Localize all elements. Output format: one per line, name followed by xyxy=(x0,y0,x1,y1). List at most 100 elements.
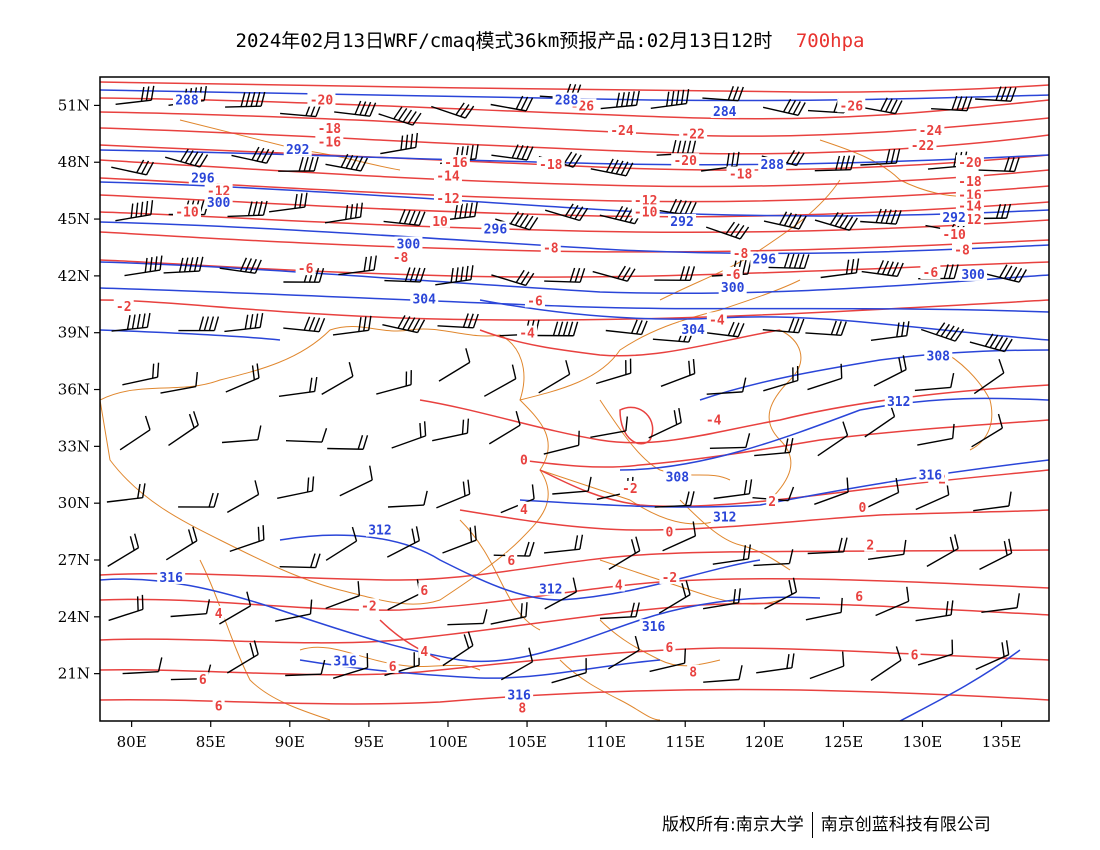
contour-label-bg xyxy=(955,155,984,170)
temperature-label: -8 xyxy=(543,241,559,256)
lon-tick-label: 100E xyxy=(428,733,468,751)
lon-tick-label: 110E xyxy=(586,733,626,751)
contour-label-bg xyxy=(955,187,984,202)
lat-tick-label: 36N xyxy=(58,381,90,399)
wind-barb xyxy=(225,363,260,393)
wind-barb xyxy=(321,362,354,396)
contour-label-bg xyxy=(955,174,984,189)
wind-barb xyxy=(178,492,219,508)
latitude-axis: 51N 48N 45N 42N 39N 36N 33N 30N 27N 24N 21N xyxy=(58,96,100,683)
temperature-label: -20 xyxy=(310,94,334,109)
wind-barb xyxy=(488,410,521,445)
contour-label-bg xyxy=(663,524,676,539)
contour-label-bg xyxy=(940,210,969,225)
temperature-label: 6 xyxy=(420,584,428,599)
wind-barb xyxy=(447,609,488,626)
temperature-label: 6 xyxy=(215,700,223,715)
wind-barb xyxy=(920,322,965,342)
lat-tick-label: 51N xyxy=(58,96,90,114)
wind-barb xyxy=(915,600,954,622)
temperature-label: -6 xyxy=(527,294,543,309)
wind-barb xyxy=(608,635,640,670)
wind-barb xyxy=(590,158,634,177)
wind-barb xyxy=(339,465,373,497)
wind-barb xyxy=(861,260,904,278)
wind-barb xyxy=(115,85,155,105)
temperature-label: 8 xyxy=(689,666,697,681)
contour-label-bg xyxy=(940,227,969,242)
wind-barb xyxy=(590,416,629,438)
wind-barb xyxy=(984,264,1027,283)
wind-barb xyxy=(387,579,421,611)
wind-barb xyxy=(219,257,262,274)
temperature-label: -20 xyxy=(958,156,982,171)
contour-label-bg xyxy=(750,251,779,266)
lat-tick-label: 27N xyxy=(58,551,90,569)
wind-barb xyxy=(537,321,579,337)
contour-label-bg xyxy=(196,672,209,687)
wind-barb xyxy=(229,525,265,553)
temperature-label: -26 xyxy=(840,99,864,114)
contour-label-bg xyxy=(394,236,423,251)
wind-barb xyxy=(706,377,747,395)
wind-barb xyxy=(231,146,275,164)
contour-label-bg xyxy=(516,700,529,715)
wind-barb xyxy=(160,372,199,394)
contour-label-bg xyxy=(908,138,937,153)
wind-barb xyxy=(483,364,517,397)
contour-label-bg xyxy=(517,501,530,516)
height-label: 292 xyxy=(942,211,965,226)
wind-barb xyxy=(490,95,534,112)
temperature-label: -8 xyxy=(393,251,409,266)
wind-barb xyxy=(762,317,805,334)
pressure-level: 700hpa xyxy=(795,30,865,52)
wind-barb xyxy=(119,415,151,451)
height-label: 292 xyxy=(286,143,309,158)
temperature-label: 4 xyxy=(520,503,528,518)
temperature-label: -22 xyxy=(681,128,704,143)
contour-label-bg xyxy=(722,266,743,281)
contour-label-bg xyxy=(916,122,945,137)
contour-label-bg xyxy=(536,581,565,596)
wind-barb xyxy=(278,156,319,172)
wind-barb xyxy=(224,312,264,333)
wind-barb xyxy=(859,97,903,115)
wind-barb xyxy=(285,659,326,677)
wind-barb xyxy=(163,256,204,274)
contour-label-bg xyxy=(663,640,676,655)
contour-label-bg xyxy=(390,249,411,264)
wind-barb xyxy=(491,144,534,161)
contour-label-bg xyxy=(631,193,660,208)
contour-label-bg xyxy=(315,121,344,136)
lat-tick-label: 45N xyxy=(58,210,90,228)
chart-title: 2024年02月13日WRF/cmaq模式36km预报产品:02月13日12时 … xyxy=(0,26,1100,53)
credit-separator xyxy=(811,812,813,838)
wind-barb xyxy=(435,265,474,286)
temperature-label: 4 xyxy=(615,579,623,594)
contour-label-bg xyxy=(172,92,201,107)
height-label: 288 xyxy=(175,94,199,109)
temperature-label: -18 xyxy=(958,175,982,190)
contour-label-bg xyxy=(307,92,336,107)
contour-label-bg xyxy=(204,194,233,209)
wind-barb xyxy=(709,433,751,449)
height-label: 312 xyxy=(713,510,736,525)
height-label: 292 xyxy=(670,215,693,230)
wind-barb xyxy=(865,478,900,509)
wind-barb xyxy=(978,156,1020,173)
wind-barb xyxy=(763,211,807,230)
wind-barb xyxy=(870,321,910,341)
contour-label-bg xyxy=(536,157,565,172)
height-label: 316 xyxy=(642,620,666,635)
wind-barb xyxy=(702,588,741,610)
temperature-label: 6 xyxy=(199,673,207,688)
wind-barb xyxy=(106,483,146,503)
wind-barb xyxy=(551,658,587,684)
temperature-label: 8 xyxy=(518,702,526,717)
contour-label-bg xyxy=(172,204,201,219)
contour-label-bg xyxy=(157,569,186,584)
height-label: 304 xyxy=(412,293,436,308)
height-label: 312 xyxy=(368,524,391,539)
contour-label-bg xyxy=(639,619,668,634)
wind-barb xyxy=(703,665,743,683)
